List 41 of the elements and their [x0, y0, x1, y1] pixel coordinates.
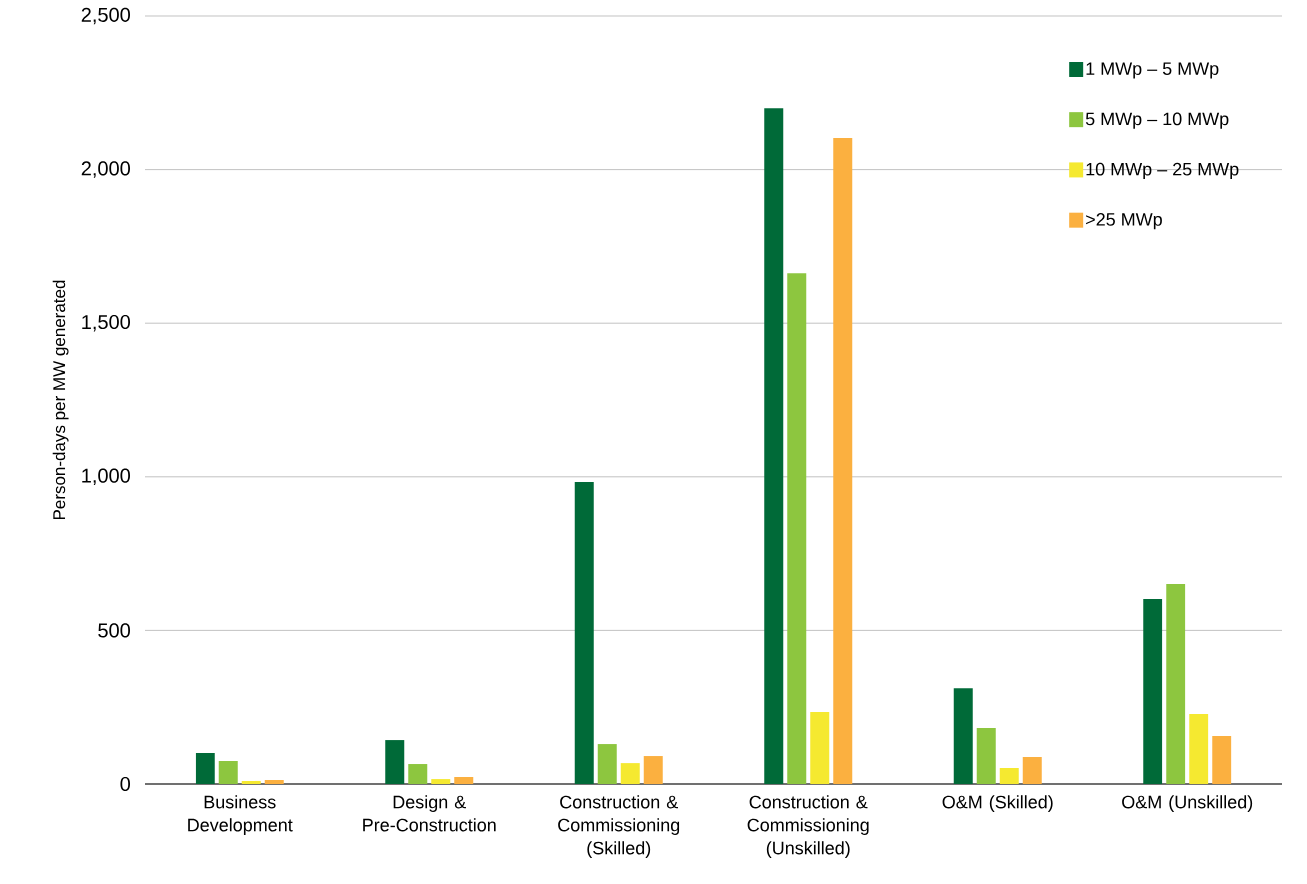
bar — [597, 744, 617, 784]
y-tick-label: 1,000 — [82, 468, 131, 486]
bar — [241, 780, 261, 784]
bar — [1143, 599, 1163, 784]
bar — [408, 764, 428, 784]
x-tick-label: Construction & Commissioning (Skilled) — [558, 795, 680, 858]
x-tick-label: Construction & Commissioning (Unskilled) — [747, 795, 869, 858]
bar — [1212, 736, 1232, 784]
x-tick-label: O&M (Skilled) — [942, 795, 1053, 812]
bar — [1166, 584, 1186, 784]
legend-label: 1 MWp – 5 MWp — [1086, 62, 1219, 79]
x-tick-label: Business Development — [188, 795, 293, 835]
bar — [195, 752, 215, 784]
bar — [574, 482, 594, 784]
y-axis-title: Person-days per MW generated — [52, 280, 69, 520]
bar — [385, 740, 405, 784]
bar — [218, 760, 238, 784]
legend-label: 10 MWp – 25 MWp — [1086, 162, 1239, 180]
y-tick-label: 0 — [120, 776, 131, 792]
bar — [787, 273, 807, 784]
bar — [643, 756, 663, 784]
x-tick-label: O&M (Unskilled) — [1122, 795, 1253, 812]
bar — [810, 712, 830, 784]
bar — [833, 137, 853, 784]
bar — [620, 763, 640, 784]
bar — [999, 768, 1019, 784]
y-tick-label: 2,500 — [81, 7, 131, 25]
bar — [953, 688, 973, 784]
bar — [264, 780, 284, 784]
legend-label: 5 MWp – 10 MWp — [1085, 112, 1229, 129]
bar — [454, 776, 474, 784]
y-tick-label: 500 — [98, 623, 131, 638]
x-tick-label: Design & Pre-Construction — [363, 795, 496, 832]
bar — [764, 108, 784, 784]
bar — [976, 728, 996, 784]
bar — [1022, 756, 1042, 784]
y-tick-label: 1,500 — [82, 314, 131, 332]
bar — [1189, 713, 1209, 784]
legend-label: >25 MWp — [1086, 213, 1162, 230]
bar — [431, 779, 451, 784]
y-tick-label: 2,000 — [81, 161, 131, 178]
